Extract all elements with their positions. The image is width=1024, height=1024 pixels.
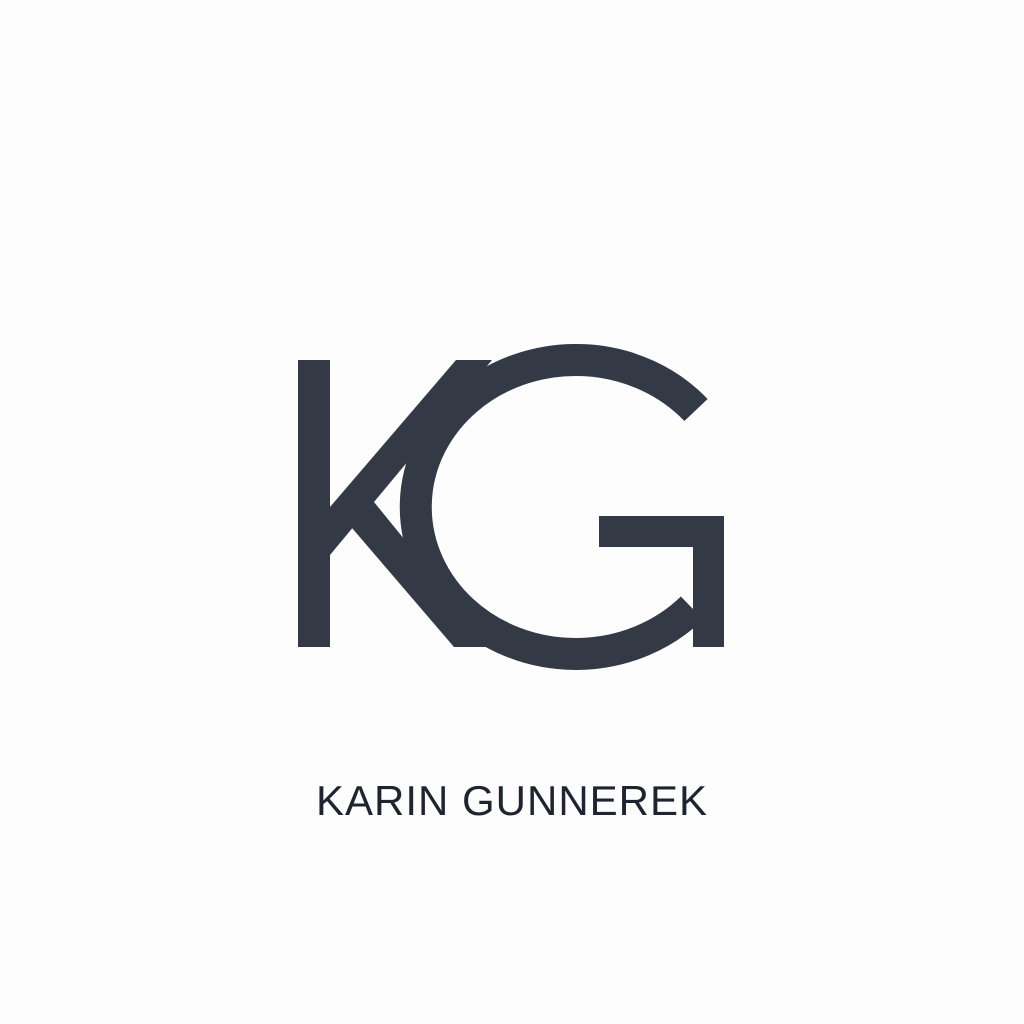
brand-name: KARIN GUNNEREK (0, 776, 1024, 826)
letter-g-glyph (416, 360, 724, 654)
monogram-letters (298, 360, 724, 654)
